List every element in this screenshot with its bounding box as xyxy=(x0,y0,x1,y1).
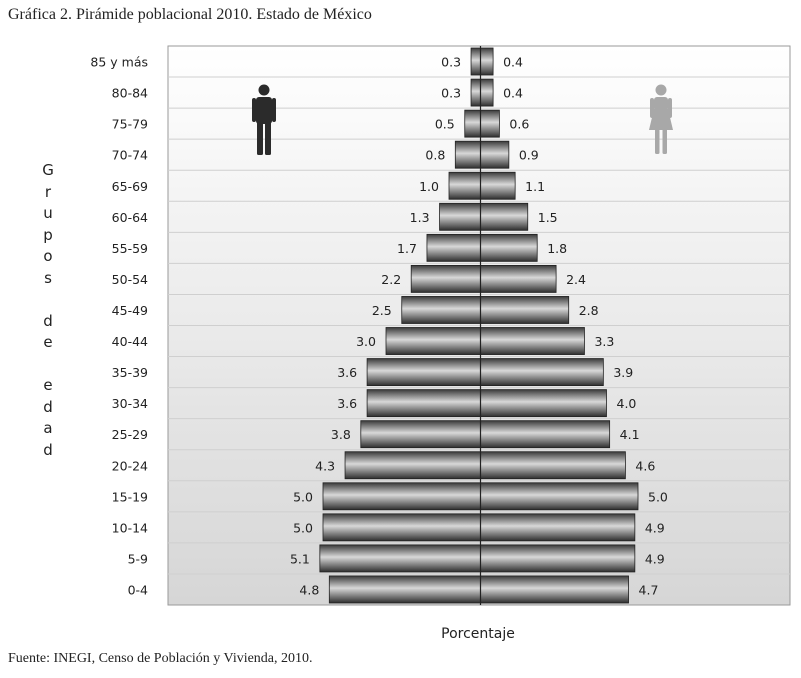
data-label-female: 2.4 xyxy=(566,272,586,287)
y-tick-label: 75-79 xyxy=(112,117,148,132)
bar-female xyxy=(480,171,516,200)
bar-female xyxy=(480,264,557,293)
bar-male xyxy=(319,544,481,573)
bar-female xyxy=(480,78,494,107)
data-label-male: 2.5 xyxy=(372,303,392,318)
data-label-male: 3.6 xyxy=(337,396,357,411)
data-label-female: 4.0 xyxy=(617,396,637,411)
data-label-male: 4.8 xyxy=(299,582,319,597)
y-tick-label: 30-34 xyxy=(112,396,148,411)
y-tick-label: 45-49 xyxy=(112,303,148,318)
data-label-male: 0.3 xyxy=(441,55,461,70)
bar-male xyxy=(385,327,481,355)
data-label-female: 1.5 xyxy=(538,210,558,225)
data-label-male: 2.2 xyxy=(381,272,401,287)
bar-female xyxy=(480,451,626,480)
bar-female xyxy=(480,513,636,542)
data-label-female: 4.9 xyxy=(645,551,665,566)
bar-male xyxy=(360,420,481,449)
bar-male xyxy=(448,171,481,200)
bar-male xyxy=(322,482,481,511)
bar-female xyxy=(480,233,538,262)
source-note: Fuente: INEGI, Censo de Población y Vivi… xyxy=(8,651,313,666)
bar-male xyxy=(344,451,481,480)
data-label-male: 3.8 xyxy=(331,427,351,442)
data-label-female: 0.4 xyxy=(503,86,523,101)
data-label-female: 1.1 xyxy=(525,179,545,194)
bar-female xyxy=(480,358,604,387)
data-label-female: 3.9 xyxy=(613,365,633,380)
y-tick-label: 10-14 xyxy=(112,520,148,535)
data-label-female: 0.4 xyxy=(503,55,523,70)
y-tick-label: 25-29 xyxy=(112,427,148,442)
bar-male xyxy=(470,47,481,76)
data-label-female: 4.6 xyxy=(635,458,655,473)
data-label-female: 3.3 xyxy=(594,334,614,349)
data-label-male: 0.8 xyxy=(425,148,445,163)
y-tick-label: 70-74 xyxy=(112,148,148,163)
y-tick-label: 40-44 xyxy=(112,334,148,349)
y-tick-label: 15-19 xyxy=(112,489,148,504)
y-tick-label: 50-54 xyxy=(112,272,148,287)
bar-female xyxy=(480,327,585,355)
female-figure-icon xyxy=(649,84,673,154)
bar-female xyxy=(480,47,494,76)
male-figure-icon xyxy=(252,84,276,155)
bar-male xyxy=(366,389,481,418)
bar-male xyxy=(454,140,481,169)
y-tick-label: 55-59 xyxy=(112,241,148,256)
y-tick-label: 35-39 xyxy=(112,365,148,380)
y-tick-label: 85 y más xyxy=(90,55,148,70)
bar-male xyxy=(426,233,481,262)
data-label-female: 0.9 xyxy=(519,148,539,163)
data-label-male: 5.1 xyxy=(290,551,310,566)
y-axis-label: G r u p o s d e e d a d xyxy=(42,161,54,459)
bar-female xyxy=(480,544,636,573)
bar-male xyxy=(328,575,481,604)
bar-male xyxy=(464,109,481,138)
data-label-male: 5.0 xyxy=(293,489,313,504)
data-label-female: 1.8 xyxy=(547,241,567,256)
y-tick-label: 20-24 xyxy=(112,458,148,473)
data-label-male: 1.3 xyxy=(410,210,430,225)
bar-female xyxy=(480,575,629,604)
bar-female xyxy=(480,140,510,169)
data-label-female: 4.1 xyxy=(620,427,640,442)
bar-female xyxy=(480,296,570,324)
data-label-male: 1.7 xyxy=(397,241,417,256)
y-tick-label: 0-4 xyxy=(128,582,148,597)
data-label-male: 3.0 xyxy=(356,334,376,349)
data-label-male: 4.3 xyxy=(315,458,335,473)
bar-female xyxy=(480,109,500,138)
bar-male xyxy=(410,264,481,293)
bar-female xyxy=(480,482,639,511)
y-tick-label: 80-84 xyxy=(112,86,148,101)
y-tick-label: 60-64 xyxy=(112,210,148,225)
bar-male xyxy=(366,358,481,387)
chart-title: Gráfica 2. Pirámide poblacional 2010. Es… xyxy=(8,6,372,23)
y-tick-label: 5-9 xyxy=(128,551,148,566)
x-axis-label: Porcentaje xyxy=(441,626,515,642)
bar-male xyxy=(470,78,481,107)
data-label-female: 0.6 xyxy=(509,117,529,132)
data-label-male: 0.5 xyxy=(435,117,455,132)
bar-female xyxy=(480,420,611,449)
bar-male xyxy=(322,513,481,542)
data-label-female: 2.8 xyxy=(579,303,599,318)
bar-female xyxy=(480,389,607,418)
data-label-male: 5.0 xyxy=(293,520,313,535)
data-label-female: 5.0 xyxy=(648,489,668,504)
data-label-female: 4.9 xyxy=(645,520,665,535)
bar-male xyxy=(401,296,481,324)
data-label-male: 1.0 xyxy=(419,179,439,194)
data-label-female: 4.7 xyxy=(639,582,659,597)
bar-female xyxy=(480,202,529,231)
bar-male xyxy=(439,202,481,231)
data-label-male: 3.6 xyxy=(337,365,357,380)
y-tick-label: 65-69 xyxy=(112,179,148,194)
data-label-male: 0.3 xyxy=(441,86,461,101)
